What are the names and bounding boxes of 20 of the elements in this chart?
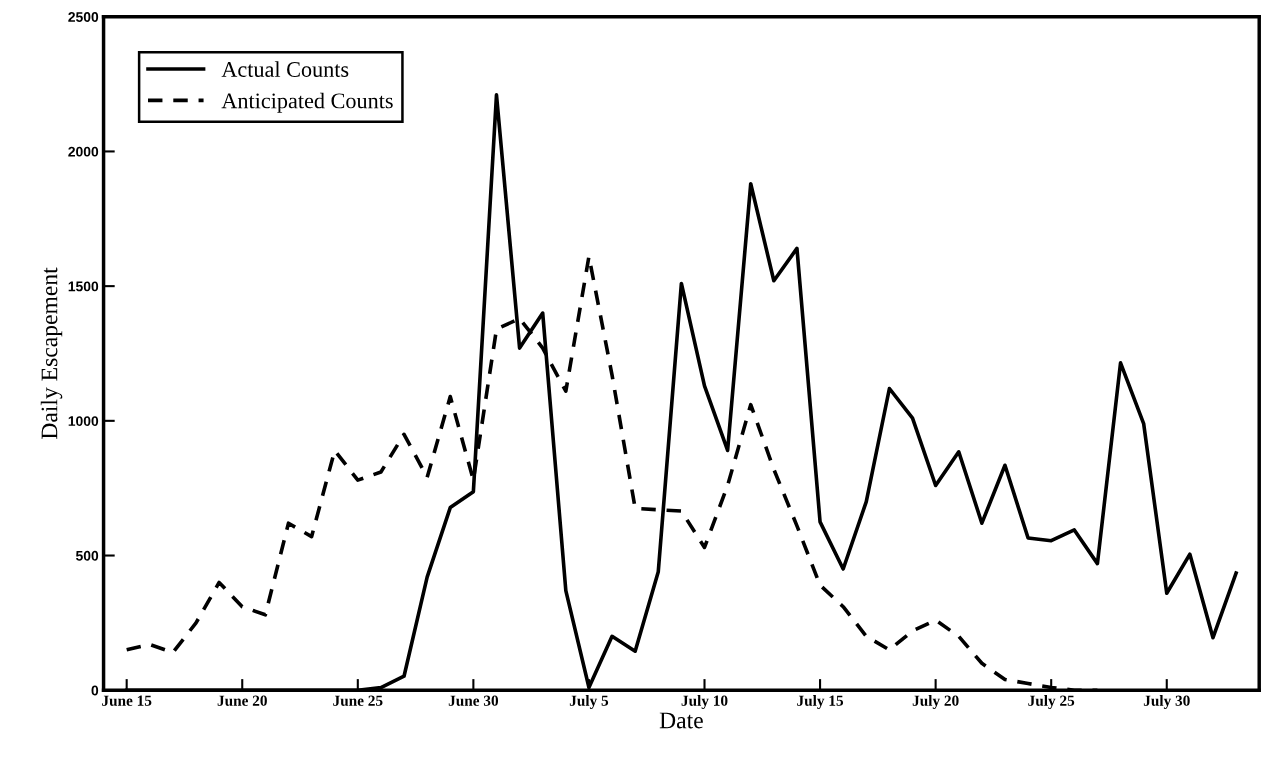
- x-tick-label: June 20: [217, 695, 267, 706]
- x-tick-label: June 30: [448, 695, 499, 706]
- y-tick-label: 500: [75, 550, 99, 561]
- x-tick-label: July 20: [912, 695, 959, 709]
- y-tick-label: 2000: [68, 146, 99, 157]
- legend-label: Actual Counts: [221, 61, 349, 77]
- y-tick-label: 1500: [68, 281, 99, 292]
- x-tick-label: July 25: [1028, 695, 1075, 709]
- y-tick-label: 2500: [68, 12, 99, 22]
- y-tick-label: 0: [91, 685, 99, 696]
- x-tick-label: July 30: [1143, 695, 1190, 709]
- x-tick-label: July 15: [797, 695, 844, 709]
- y-axis-title: Daily Escapement: [40, 267, 63, 440]
- x-tick-label: July 5: [569, 695, 609, 709]
- x-tick-label: June 15: [102, 695, 152, 706]
- x-tick-label: June 25: [333, 695, 383, 706]
- legend-label: Anticipated Counts: [221, 92, 393, 113]
- y-tick-label: 1000: [68, 416, 99, 426]
- x-tick-label: July 10: [681, 695, 728, 709]
- x-axis-title: Date: [659, 712, 703, 729]
